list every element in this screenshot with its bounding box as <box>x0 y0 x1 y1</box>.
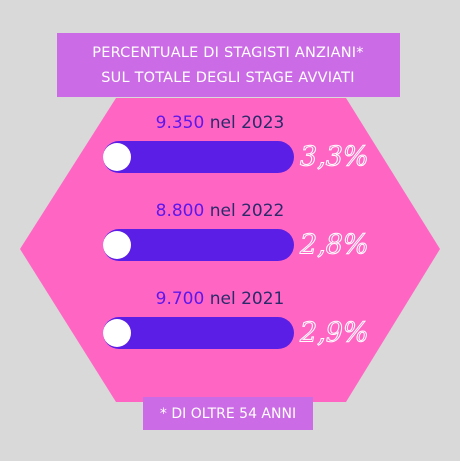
count: 9.350 <box>156 113 205 133</box>
knob <box>103 319 131 347</box>
count: 8.800 <box>156 201 205 221</box>
bar <box>103 229 294 261</box>
row-label: 8.800 nel 2022 <box>156 201 285 221</box>
bar <box>103 141 294 173</box>
count: 9.700 <box>156 289 205 309</box>
header-line: PERCENTUALE DI STAGISTI ANZIANI* <box>92 45 363 61</box>
year-text: nel 2021 <box>210 289 285 309</box>
header-box <box>57 33 400 97</box>
header-line: SUL TOTALE DEGLI STAGE AVVIATI <box>101 70 354 86</box>
year-text: nel 2022 <box>210 201 285 221</box>
row-label: 9.700 nel 2021 <box>156 289 285 309</box>
percent: 2,8% <box>299 230 369 261</box>
knob <box>103 143 131 171</box>
row-label: 9.350 nel 2023 <box>156 113 285 133</box>
footnote-box <box>143 397 313 430</box>
year-text: nel 2023 <box>210 113 285 133</box>
rows: 9.350 nel 2023 3,3% 8.800 nel 2022 2,8% 9.70… <box>103 113 369 349</box>
percent: 2,9% <box>299 318 369 349</box>
bar <box>103 317 294 349</box>
percent: 3,3% <box>300 142 369 173</box>
footnote: * DI OLTRE 54 ANNI <box>160 406 296 422</box>
knob <box>103 231 131 259</box>
